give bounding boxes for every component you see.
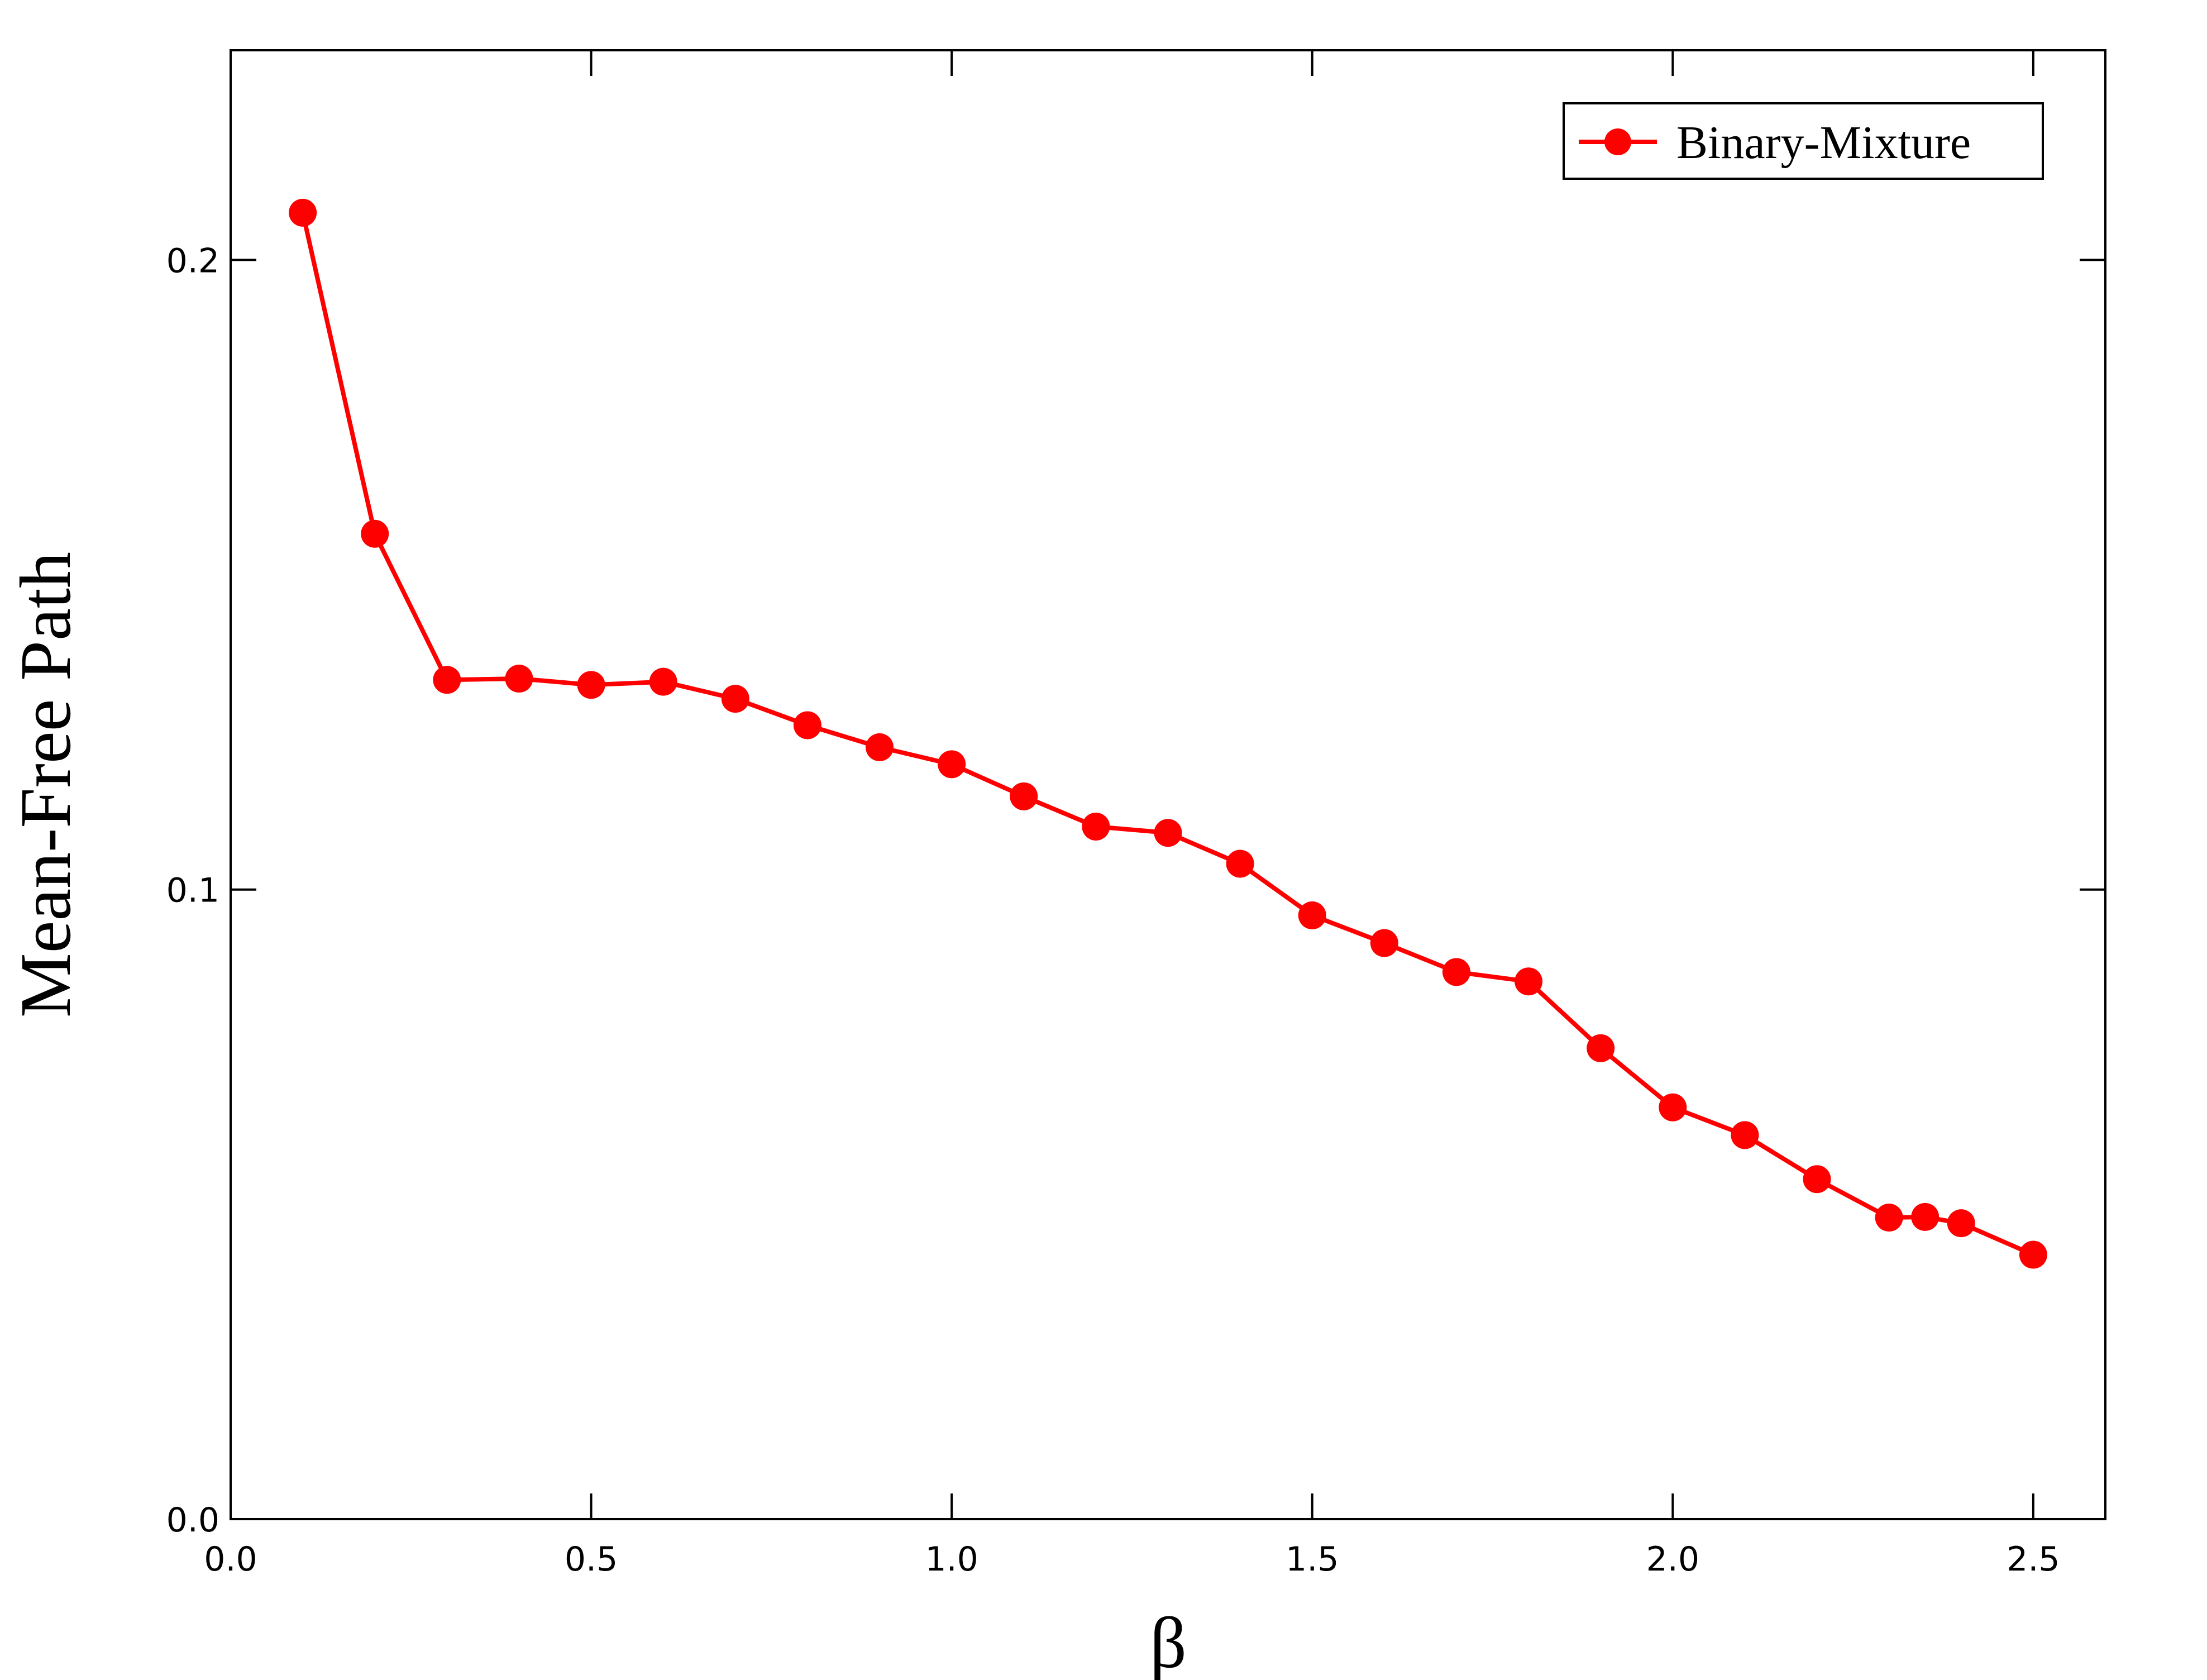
data-point: [1587, 1034, 1615, 1062]
data-point: [866, 733, 894, 761]
legend-box: [1563, 102, 2044, 180]
data-point: [1154, 819, 1182, 847]
data-point: [577, 671, 605, 699]
data-point: [1947, 1209, 1975, 1238]
data-point: [289, 198, 317, 227]
data-point: [1731, 1121, 1759, 1149]
plot-frame: [230, 49, 2106, 1520]
data-point: [649, 667, 677, 696]
x-tick-label: 0.5: [565, 1540, 618, 1579]
series-line: [300, 212, 2034, 1257]
axis-ticks: 0.0 0.5 1.0 1.5 2.0 2.5 0.0 0.1 0.2: [166, 50, 2105, 1579]
series-layer: [289, 198, 2047, 1269]
data-point: [505, 665, 533, 693]
x-axis-title: β: [1150, 1603, 1187, 1680]
legend: Binary-Mixture: [1563, 102, 2044, 180]
x-tick-label: 0.0: [204, 1540, 257, 1579]
data-point: [1803, 1165, 1831, 1194]
data-point: [938, 750, 966, 779]
data-point: [361, 519, 389, 548]
data-point: [2019, 1240, 2047, 1269]
data-point: [1911, 1202, 1940, 1231]
legend-label: Binary-Mixture: [1676, 117, 1971, 169]
data-point: [793, 711, 821, 739]
y-tick-label: 0.0: [166, 1501, 219, 1540]
data-point: [1370, 929, 1398, 957]
data-point: [1298, 901, 1326, 929]
data-point: [1010, 782, 1038, 810]
data-point: [1875, 1204, 1903, 1232]
y-tick-label: 0.2: [166, 241, 219, 280]
x-tick-label: 2.5: [2007, 1540, 2060, 1579]
data-point: [1515, 967, 1543, 996]
data-point: [721, 685, 749, 713]
y-tick-label: 0.1: [166, 871, 219, 910]
data-point: [1659, 1093, 1687, 1121]
data-point: [1082, 812, 1110, 841]
data-point: [433, 666, 461, 694]
x-tick-label: 1.5: [1286, 1540, 1339, 1579]
x-tick-label: 1.0: [925, 1540, 978, 1579]
y-axis-title: Mean-Free Path: [6, 552, 86, 1018]
data-point: [1442, 958, 1470, 986]
x-tick-label: 2.0: [1646, 1540, 1699, 1579]
legend-marker-swatch: [1604, 128, 1631, 155]
data-point: [1226, 849, 1254, 878]
